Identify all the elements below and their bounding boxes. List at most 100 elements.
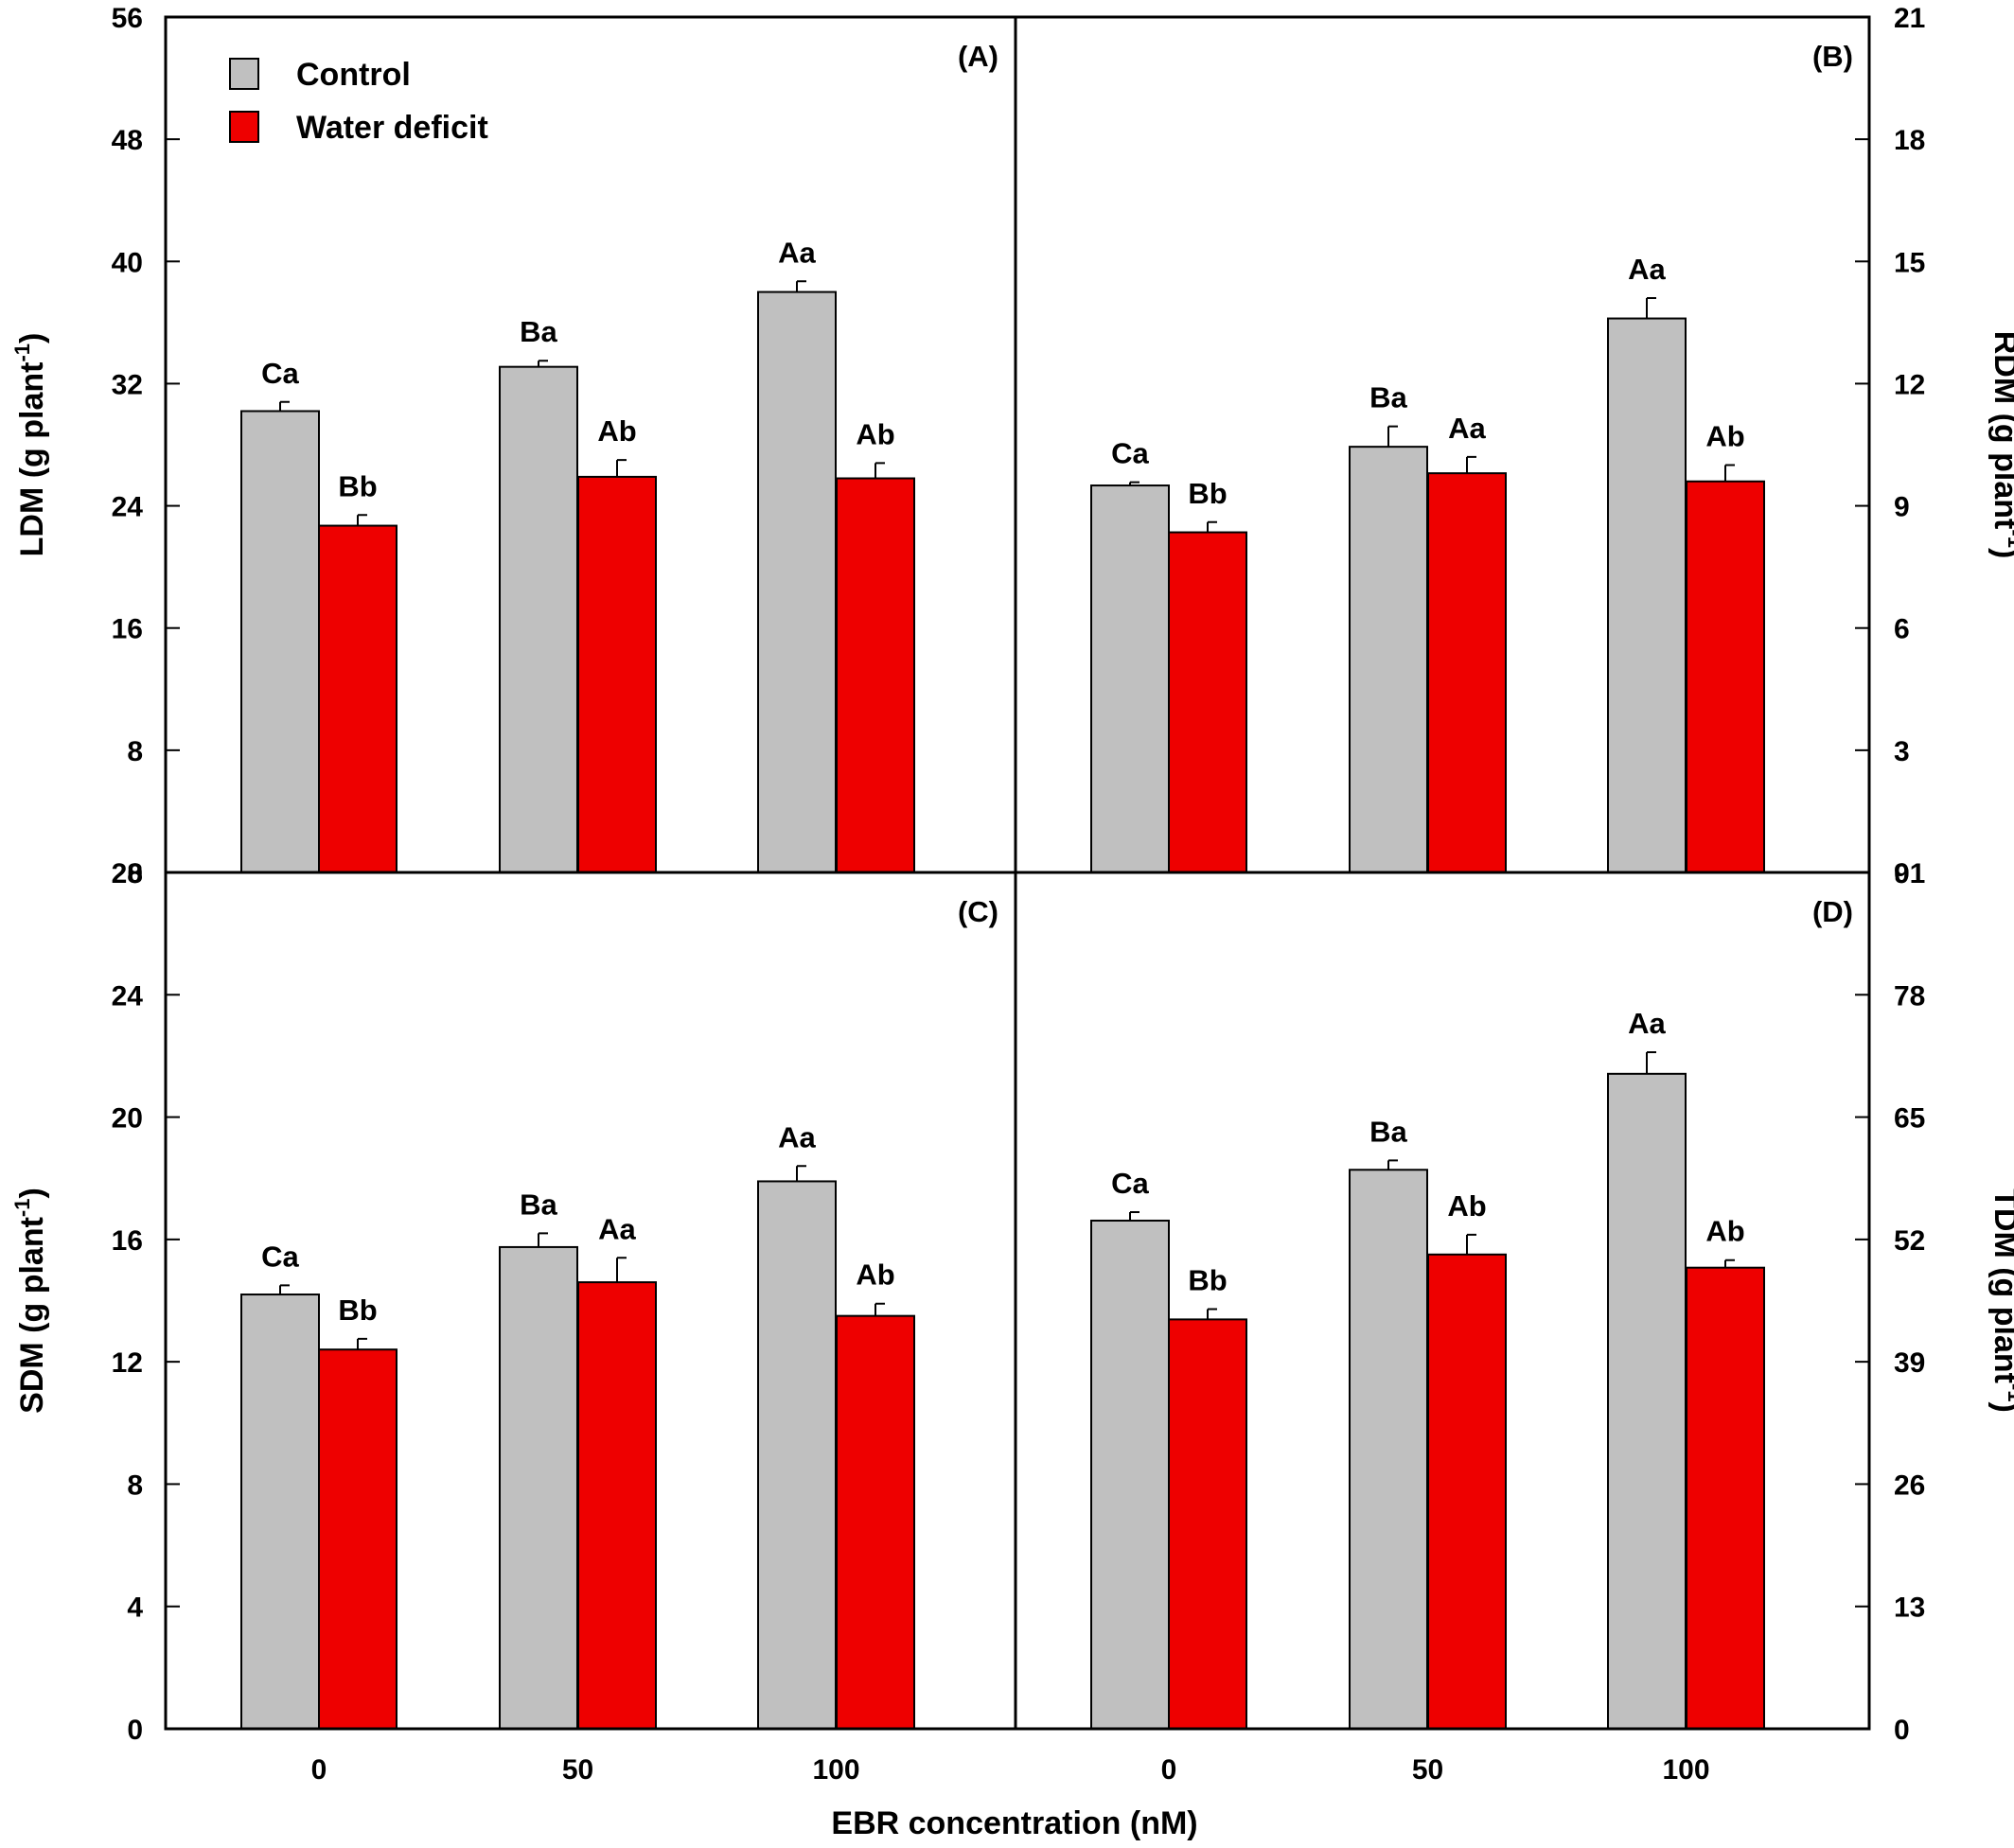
error-bar-b-water-deficit-50 — [1466, 455, 1476, 474]
error-bar-a-control-0 — [279, 400, 290, 412]
legend-label-water-deficit: Water deficit — [296, 110, 488, 146]
panel-label-a: (A) — [958, 40, 998, 73]
y-tick-label-a: 0 — [127, 858, 143, 889]
bar-d-water-deficit-50 — [1427, 1253, 1507, 1731]
y-axis-title-b: RDM (g plant-1) — [1988, 331, 2014, 559]
error-bar-a-control-100 — [796, 280, 806, 292]
panel-label-b: (B) — [1812, 40, 1853, 73]
y-tick-label-c: 16 — [112, 1225, 143, 1257]
legend-swatch-control — [229, 58, 259, 90]
bar-a-water-deficit-0 — [318, 524, 398, 873]
error-bar-a-control-50 — [538, 360, 548, 367]
x-tick-label-d-100: 100 — [1662, 1754, 1709, 1786]
y-tick-label-d: 0 — [1894, 1715, 1910, 1746]
y-tick-label-a: 40 — [112, 247, 143, 278]
bar-a-water-deficit-50 — [577, 475, 657, 873]
bar-d-water-deficit-100 — [1686, 1266, 1765, 1730]
x-tick-label-d-50: 50 — [1412, 1754, 1443, 1786]
error-bar-d-water-deficit-0 — [1207, 1308, 1217, 1320]
y-tick-label-c: 24 — [112, 980, 144, 1012]
y-tick-label-b: 0 — [1894, 858, 1910, 889]
bar-d-water-deficit-0 — [1168, 1318, 1247, 1731]
y-tick-label-b: 18 — [1894, 125, 1925, 156]
error-bar-c-control-100 — [796, 1165, 806, 1182]
panel-d: Ca Ba Aa Bb Ab Ab 0 13 26 39 52 65 78 91 TDM (g plant-… — [1090, 858, 2014, 1786]
bar-b-water-deficit-50 — [1427, 472, 1507, 873]
panel-label-c: (C) — [958, 895, 998, 928]
y-tick-label-d: 65 — [1894, 1103, 1925, 1135]
sig-label-d-control-50: Ba — [1369, 1115, 1407, 1148]
sig-label-a-control-0: Ca — [261, 357, 299, 390]
sig-label-b-water-deficit-0: Bb — [1188, 477, 1227, 510]
panel-label-d: (D) — [1812, 895, 1853, 928]
error-bar-c-water-deficit-100 — [874, 1302, 885, 1316]
bar-c-control-0 — [240, 1294, 320, 1731]
error-bar-c-control-0 — [279, 1284, 290, 1295]
x-tick-label-d-0: 0 — [1161, 1754, 1177, 1786]
bar-a-control-100 — [757, 290, 837, 874]
y-tick-label-d: 78 — [1894, 980, 1925, 1012]
y-tick-label-a: 16 — [112, 614, 143, 645]
figure-frame — [164, 15, 1871, 1731]
error-bar-c-water-deficit-0 — [357, 1337, 367, 1350]
bar-c-water-deficit-50 — [577, 1281, 657, 1731]
bar-b-water-deficit-0 — [1168, 531, 1247, 873]
y-tick-label-b: 15 — [1894, 247, 1925, 278]
bar-d-control-50 — [1349, 1169, 1428, 1731]
error-bar-d-water-deficit-50 — [1466, 1233, 1476, 1255]
sig-label-a-water-deficit-100: Ab — [856, 417, 894, 450]
sig-label-a-control-50: Ba — [520, 315, 557, 348]
panel-b: Ca Ba Aa Bb Aa Ab 0 3 6 9 12 15 18 21 RDM (g plant-1) (… — [1090, 3, 2014, 889]
y-axis-title-a: LDM (g plant-1) — [10, 333, 50, 557]
y-tick-label-d: 13 — [1894, 1593, 1925, 1624]
y-tick-label-c: 8 — [127, 1470, 143, 1501]
sig-label-b-control-50: Ba — [1369, 381, 1407, 414]
sig-label-b-water-deficit-50: Aa — [1448, 412, 1486, 445]
y-tick-label-d: 52 — [1894, 1225, 1925, 1257]
sig-label-b-water-deficit-100: Ab — [1705, 420, 1744, 453]
sig-label-a-water-deficit-0: Bb — [338, 469, 377, 502]
error-bar-a-water-deficit-50 — [616, 459, 627, 477]
y-tick-label-a: 8 — [127, 736, 143, 767]
sig-label-c-water-deficit-0: Bb — [338, 1294, 377, 1327]
bar-b-control-0 — [1090, 484, 1170, 873]
error-bar-c-water-deficit-50 — [616, 1257, 627, 1283]
y-axis-title-c: SDM (g plant-1) — [10, 1188, 50, 1414]
y-tick-label-d: 26 — [1894, 1470, 1925, 1501]
x-tick-label-c-100: 100 — [812, 1754, 859, 1786]
y-tick-label-c: 28 — [112, 858, 143, 889]
error-bar-c-control-50 — [538, 1232, 548, 1247]
sig-label-d-water-deficit-0: Bb — [1188, 1263, 1227, 1296]
sig-label-c-water-deficit-100: Ab — [856, 1258, 894, 1292]
bar-a-control-50 — [499, 365, 578, 873]
bar-c-water-deficit-100 — [836, 1314, 915, 1731]
sig-label-b-control-0: Ca — [1111, 437, 1149, 470]
panel-c: Ca Ba Aa Bb Aa Ab 0 4 8 12 16 20 24 28 SDM (g plant-1)… — [10, 858, 998, 1786]
sig-label-a-water-deficit-50: Ab — [597, 414, 636, 448]
y-tick-label-b: 9 — [1894, 492, 1910, 523]
y-tick-label-a: 56 — [112, 3, 143, 34]
sig-label-c-control-0: Ca — [261, 1240, 299, 1273]
legend-swatch-water-deficit — [229, 111, 259, 143]
sig-label-a-control-100: Aa — [778, 236, 816, 269]
sig-label-d-control-0: Ca — [1111, 1167, 1149, 1200]
error-bar-d-control-100 — [1646, 1050, 1656, 1074]
y-tick-label-c: 12 — [112, 1347, 143, 1379]
sig-label-c-control-100: Aa — [778, 1120, 816, 1153]
y-tick-label-a: 32 — [112, 369, 143, 400]
x-tick-label-c-50: 50 — [562, 1754, 593, 1786]
sig-label-d-control-100: Aa — [1628, 1007, 1666, 1040]
error-bar-b-water-deficit-100 — [1724, 464, 1735, 482]
x-axis-title: EBR concentration (nM) — [831, 1805, 1197, 1841]
error-bar-d-water-deficit-100 — [1724, 1258, 1735, 1268]
bar-b-control-100 — [1607, 317, 1687, 873]
x-tick-label-c-0: 0 — [311, 1754, 327, 1786]
bar-c-water-deficit-0 — [318, 1348, 398, 1730]
error-bar-d-control-0 — [1129, 1211, 1140, 1221]
bar-b-water-deficit-100 — [1686, 480, 1765, 873]
error-bar-b-control-50 — [1387, 425, 1398, 448]
sig-label-d-water-deficit-100: Ab — [1705, 1215, 1744, 1248]
sig-label-c-water-deficit-50: Aa — [598, 1212, 636, 1245]
y-axis-title-d: TDM (g plant-1) — [1988, 1188, 2014, 1413]
